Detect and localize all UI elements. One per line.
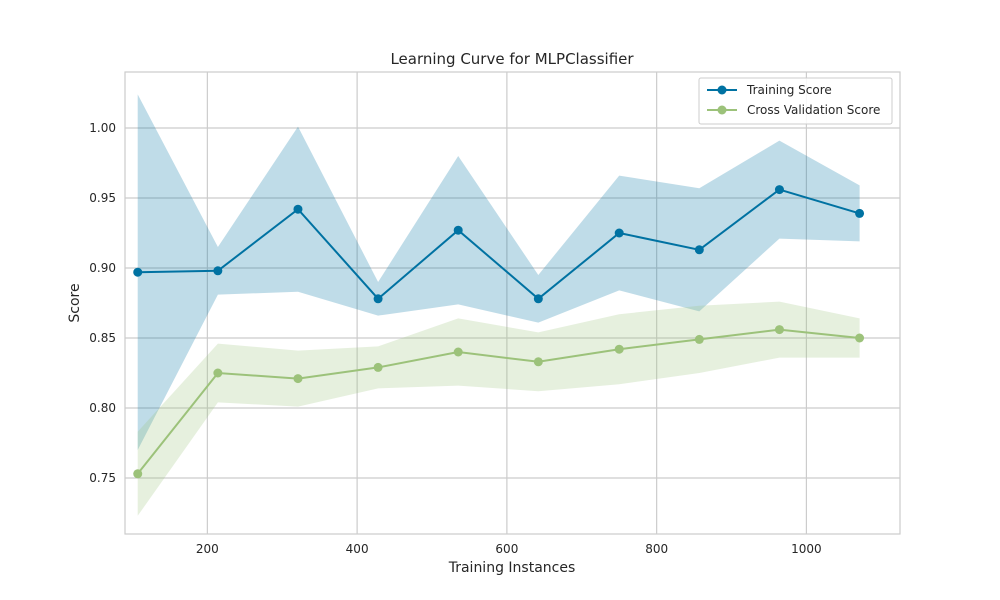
data-point-1 <box>213 368 223 378</box>
data-point-1 <box>694 334 704 344</box>
data-point-0 <box>293 204 303 214</box>
confidence-bands <box>137 94 860 516</box>
series-line-1 <box>136 328 860 475</box>
data-point-0 <box>453 225 463 235</box>
y-tick-label: 0.80 <box>89 401 116 415</box>
confidence-band-0 <box>137 94 860 451</box>
x-tick-label: 400 <box>346 542 369 556</box>
x-tick-labels: 200 400 600 800 1000 <box>196 542 822 556</box>
confidence-band-1 <box>137 301 860 516</box>
data-point-1 <box>453 347 463 357</box>
grid-lines <box>125 72 900 534</box>
legend-box <box>698 77 893 125</box>
data-point-0 <box>774 185 784 195</box>
x-tick-label: 800 <box>645 542 668 556</box>
data-point-0 <box>213 266 223 276</box>
data-point-1 <box>133 469 143 479</box>
plot-frame <box>124 71 901 535</box>
x-tick-label: 1000 <box>791 542 822 556</box>
plot-area <box>124 71 901 535</box>
legend-entry: Training Score <box>746 83 832 97</box>
y-tick-label: 0.95 <box>89 191 116 205</box>
y-axis-label: Score <box>67 283 83 322</box>
legend: Training Score Cross Validation Score <box>698 77 893 125</box>
chart-title: Learning Curve for MLPClassifier <box>390 50 634 68</box>
data-point-0 <box>533 294 543 304</box>
series-line-0 <box>137 188 860 301</box>
data-point-1 <box>614 344 624 354</box>
data-point-1 <box>373 362 383 372</box>
series-points <box>133 185 865 479</box>
data-point-1 <box>774 325 784 335</box>
y-tick-label: 0.85 <box>89 331 116 345</box>
data-point-0 <box>694 245 704 255</box>
legend-swatch-marker <box>717 105 727 115</box>
y-tick-label: 1.00 <box>89 121 116 135</box>
data-point-0 <box>614 228 624 238</box>
x-axis-label: Training Instances <box>448 560 576 576</box>
data-point-0 <box>855 208 865 218</box>
legend-swatch-marker <box>717 85 727 95</box>
y-tick-label: 0.90 <box>89 261 116 275</box>
legend-entry: Cross Validation Score <box>747 103 880 117</box>
data-point-1 <box>855 333 865 343</box>
data-point-1 <box>293 374 303 384</box>
data-point-0 <box>373 294 383 304</box>
y-tick-labels: 0.75 0.80 0.85 0.90 0.95 1.00 <box>89 121 116 485</box>
data-point-0 <box>133 267 143 277</box>
y-tick-label: 0.75 <box>89 471 116 485</box>
series-lines <box>136 188 860 475</box>
x-tick-label: 200 <box>196 542 219 556</box>
data-point-1 <box>533 357 543 367</box>
x-tick-label: 600 <box>495 542 518 556</box>
